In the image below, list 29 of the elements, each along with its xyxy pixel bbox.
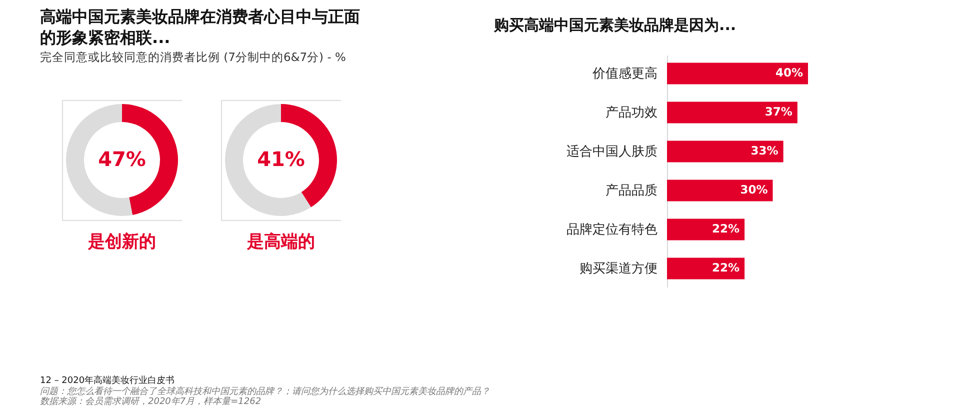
data-label: 30%	[740, 182, 768, 196]
y-tick-label: 价值感更高	[592, 66, 658, 82]
text: 是创新的	[87, 232, 156, 252]
data-label: 47%	[98, 147, 146, 171]
y-tick-label: 品牌定位有特色	[566, 222, 658, 238]
chart-title: 购买高端中国元素美妆品牌是因为...	[493, 16, 736, 34]
y-tick-label: 购买渠道方便	[580, 260, 658, 276]
y-tick-label: 产品功效	[606, 106, 658, 121]
y-tick-label: 适合中国人肤质	[566, 144, 658, 160]
data-label: 37%	[764, 104, 793, 119]
bar	[667, 258, 745, 280]
chart-subtitle: 完全同意或比较同意的消费者比例 (7分制中的6&7分) - %	[40, 50, 346, 65]
data-label: 41%	[257, 147, 305, 171]
bar	[667, 218, 745, 240]
bar	[667, 102, 798, 124]
y-tick-label: 产品品质	[606, 183, 658, 198]
bar	[667, 62, 808, 84]
bar	[667, 140, 784, 162]
text: 12 – 2020年高端美妆行业白皮书	[40, 376, 176, 386]
text: 问题：您怎么看待一个融合了全球高科技和中国元素的品牌？；请问您为什么选择购买中国元素美妆品牌的产品？	[40, 386, 490, 396]
data-label: 22%	[712, 221, 740, 236]
data-label: 33%	[750, 144, 779, 158]
data-label: 40%	[775, 66, 804, 80]
chart-title: 高端中国元素美妆品牌在消费者心目中与正面的形象紧密相联...	[40, 6, 361, 48]
data-label: 22%	[712, 260, 740, 274]
bar	[667, 180, 773, 202]
donut-slice	[225, 104, 312, 216]
text: 是高端的	[246, 232, 315, 252]
source-note: 数据来源：会员需求调研，2020年7月，样本量=1262	[40, 397, 262, 408]
